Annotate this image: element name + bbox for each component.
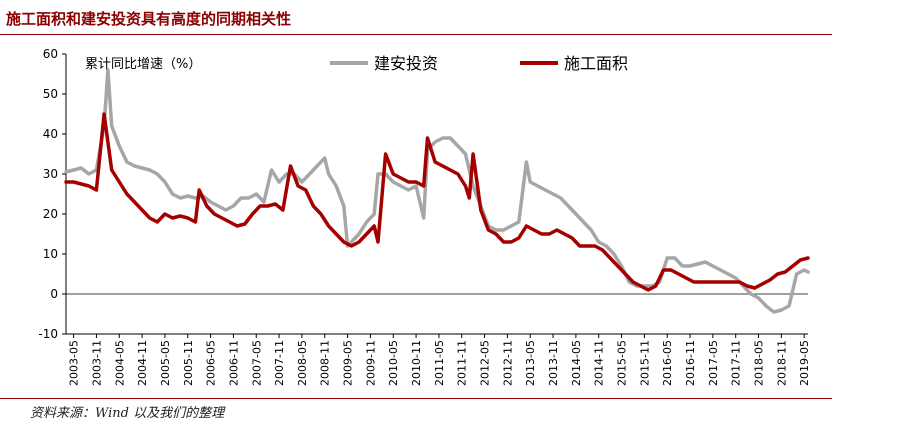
legend-label-2: 施工面积 bbox=[564, 54, 628, 73]
chart-title: 施工面积和建安投资具有高度的同期相关性 bbox=[6, 10, 292, 28]
y-tick-label: 20 bbox=[43, 207, 58, 221]
y-tick-label: 0 bbox=[50, 287, 58, 301]
x-tick-label: 2015-11 bbox=[638, 340, 651, 386]
x-tick-label: 2014-11 bbox=[593, 340, 606, 386]
x-tick-label: 2010-05 bbox=[387, 340, 400, 386]
x-tick-label: 2009-11 bbox=[364, 340, 377, 386]
y-axis-label: 累计同比增速（%） bbox=[85, 57, 201, 72]
x-tick-label: 2008-11 bbox=[319, 340, 332, 386]
axes-layer: -10 0 10 20 30 40 50 60 2003-05 2003-11 2004-05 200… bbox=[38, 47, 811, 386]
y-tick-label: 50 bbox=[43, 87, 58, 101]
x-tick-label: 2013-11 bbox=[547, 340, 560, 386]
legend: 建安投资 施工面积 bbox=[330, 54, 628, 73]
source-note: 资料来源：Wind 以及我们的整理 bbox=[30, 406, 225, 421]
series-layer bbox=[64, 68, 810, 314]
x-tick-label: 2011-11 bbox=[456, 340, 469, 386]
y-tick-label: 40 bbox=[43, 127, 58, 141]
x-tick-label: 2008-05 bbox=[296, 340, 309, 386]
x-tick-label: 2005-05 bbox=[159, 340, 172, 386]
y-tick-label: 60 bbox=[43, 47, 58, 61]
x-tick-label: 2006-11 bbox=[227, 340, 240, 386]
top-rule bbox=[0, 34, 832, 35]
x-tick-label: 2011-05 bbox=[433, 340, 446, 386]
x-tick-label: 2007-11 bbox=[273, 340, 286, 386]
x-tick-label: 2013-05 bbox=[524, 340, 537, 386]
x-tick-label: 2018-11 bbox=[775, 340, 788, 386]
x-tick-label: 2016-05 bbox=[661, 340, 674, 386]
y-tick-label: 30 bbox=[43, 167, 58, 181]
y-tick-label: 10 bbox=[43, 247, 58, 261]
x-tick-label: 2012-11 bbox=[501, 340, 514, 386]
x-tick-label: 2017-05 bbox=[707, 340, 720, 386]
x-tick-label: 2009-05 bbox=[342, 340, 355, 386]
y-tick-label: -10 bbox=[38, 327, 58, 341]
x-tick-label: 2010-11 bbox=[410, 340, 423, 386]
series-line-2 bbox=[64, 112, 810, 292]
x-tick-label: 2004-11 bbox=[136, 340, 149, 386]
x-tick-label: 2012-05 bbox=[479, 340, 492, 386]
x-tick-label: 2019-05 bbox=[798, 340, 811, 386]
x-tick-label: 2017-11 bbox=[730, 340, 743, 386]
x-tick-label: 2003-05 bbox=[68, 340, 81, 386]
x-tick-label: 2006-05 bbox=[205, 340, 218, 386]
x-tick-label: 2005-11 bbox=[182, 340, 195, 386]
x-tick-label: 2015-05 bbox=[616, 340, 629, 386]
bottom-rule bbox=[0, 398, 832, 399]
series-line-1 bbox=[64, 68, 810, 314]
x-tick-label: 2014-05 bbox=[570, 340, 583, 386]
x-tick-label: 2007-05 bbox=[250, 340, 263, 386]
x-tick-label: 2004-05 bbox=[113, 340, 126, 386]
legend-label-1: 建安投资 bbox=[374, 54, 438, 73]
x-tick-label: 2003-11 bbox=[90, 340, 103, 386]
x-tick-label: 2018-05 bbox=[753, 340, 766, 386]
x-tick-label: 2016-11 bbox=[684, 340, 697, 386]
